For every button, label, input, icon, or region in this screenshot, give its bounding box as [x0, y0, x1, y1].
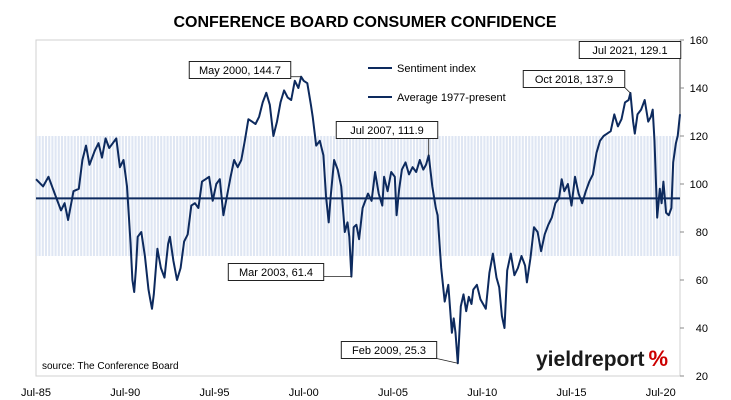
- logo: yieldreport%: [536, 346, 668, 371]
- y-tick-label: 60: [696, 275, 708, 287]
- annotation-box: [188, 61, 292, 79]
- x-tick-label: Jul-20: [646, 387, 676, 399]
- logo-text: yieldreport%: [536, 346, 668, 371]
- x-tick-label: Jul-15: [556, 387, 586, 399]
- legend-label-average: Average 1977-present: [397, 92, 506, 104]
- annotation-leader: [624, 87, 631, 94]
- y-axis: 20 40 60 80 100 120 140 160: [680, 35, 708, 383]
- series-line-0: [35, 75, 681, 365]
- logo-word: yieldreport: [536, 348, 645, 371]
- y-tick-label: 100: [690, 179, 708, 191]
- legend: Sentiment index Average 1977-present: [368, 63, 506, 104]
- annotation-box: [578, 41, 682, 59]
- annotation-label: Jul 2021, 129.1: [592, 45, 667, 57]
- x-axis: Jul-85 Jul-90 Jul-95 Jul-00 Jul-05 Jul-10 Jul-…: [21, 387, 676, 399]
- annotations-layer: May 2000, 144.7 Mar 2003, 61.4 Jul 2007, 1…: [188, 41, 682, 364]
- y-tick-label: 80: [696, 227, 708, 239]
- x-tick-label: Jul-95: [200, 387, 230, 399]
- y-tick-label: 140: [690, 83, 708, 95]
- series-layer: [35, 75, 681, 365]
- annotation-box: [227, 263, 325, 281]
- annotation-box: [335, 121, 439, 139]
- annotation-label: Oct 2018, 137.9: [535, 74, 613, 86]
- source-note: source: The Conference Board: [42, 361, 179, 372]
- x-tick-label: Jul-00: [289, 387, 319, 399]
- x-tick-label: Jul-05: [378, 387, 408, 399]
- x-tick-label: Jul-85: [21, 387, 51, 399]
- annotation-label: Mar 2003, 61.4: [239, 267, 313, 279]
- y-tick-label: 20: [696, 371, 708, 383]
- x-tick-label: Jul-90: [110, 387, 140, 399]
- annotation-box: [340, 341, 438, 359]
- annotation-leader: [436, 358, 458, 364]
- annotation-label: Feb 2009, 25.3: [352, 345, 426, 357]
- chart-title: CONFERENCE BOARD CONSUMER CONFIDENCE: [173, 14, 556, 31]
- band-hatching: [37, 136, 679, 256]
- y-tick-label: 40: [696, 323, 708, 335]
- annotation-label: May 2000, 144.7: [199, 65, 281, 77]
- legend-label-sentiment: Sentiment index: [397, 63, 476, 75]
- y-tick-label: 160: [690, 35, 708, 47]
- y-tick-label: 120: [690, 131, 708, 143]
- annotation-label: Jul 2007, 111.9: [350, 125, 424, 137]
- logo-percent: %: [649, 346, 669, 371]
- annotation-box: [522, 70, 626, 88]
- x-tick-label: Jul-10: [467, 387, 497, 399]
